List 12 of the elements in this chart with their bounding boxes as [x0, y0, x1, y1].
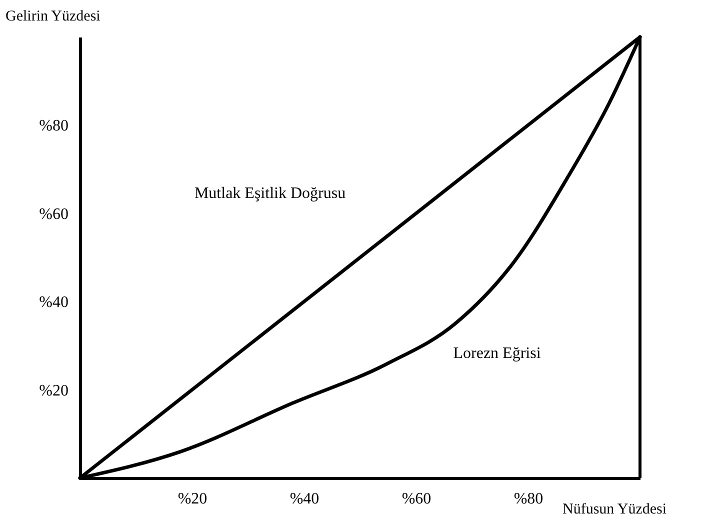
- y-tick-label: %40: [39, 294, 68, 312]
- x-tick-label: %20: [178, 490, 208, 508]
- y-tick-label: %80: [39, 118, 68, 135]
- x-tick-label: %40: [290, 490, 320, 508]
- annotation: Mutlak Eşitlik Doğrusu: [194, 185, 346, 202]
- annotation: Lorezn Eğrisi: [453, 345, 542, 362]
- y-tick-label: %60: [39, 206, 68, 223]
- x-tick-label: %60: [402, 490, 432, 508]
- x-axis-title: Nüfusun Yüzdesi: [562, 502, 667, 518]
- y-axis-title: Gelirin Yüzdesi: [6, 8, 100, 24]
- y-tick-label: %20: [39, 382, 68, 400]
- x-tick-label: %80: [514, 490, 544, 508]
